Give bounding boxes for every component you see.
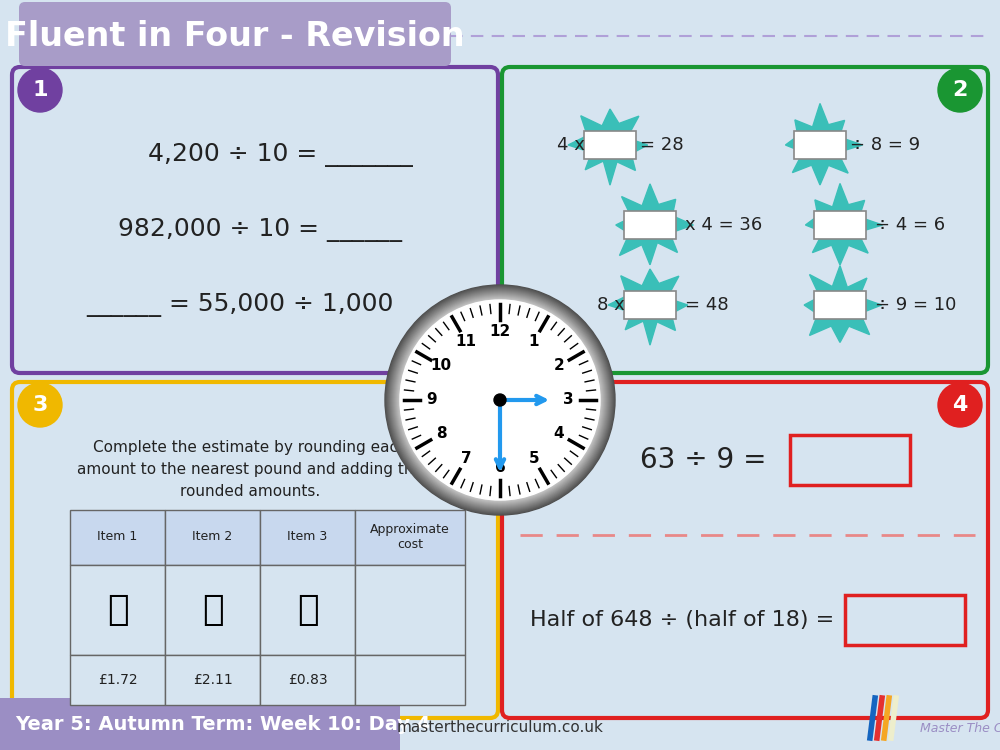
- Text: = 48: = 48: [685, 296, 729, 314]
- Bar: [814, 291, 866, 319]
- Text: 4: 4: [952, 395, 968, 415]
- Circle shape: [393, 293, 607, 507]
- Bar: [584, 131, 636, 159]
- Text: 982,000 ÷ 10 = ______: 982,000 ÷ 10 = ______: [118, 218, 402, 242]
- Text: 6: 6: [495, 460, 505, 476]
- Text: 63 ÷ 9 =: 63 ÷ 9 =: [640, 446, 767, 474]
- Polygon shape: [616, 184, 693, 265]
- Circle shape: [938, 68, 982, 112]
- Text: x 4 = 36: x 4 = 36: [685, 216, 762, 234]
- Text: Item 3: Item 3: [287, 530, 328, 544]
- Text: Half of 648 ÷ (half of 18) =: Half of 648 ÷ (half of 18) =: [530, 610, 834, 630]
- Text: 3: 3: [563, 392, 573, 407]
- Text: = 28: = 28: [640, 136, 684, 154]
- Text: 🥐: 🥐: [297, 593, 318, 627]
- Text: 11: 11: [456, 334, 477, 349]
- Circle shape: [394, 294, 606, 506]
- FancyBboxPatch shape: [12, 382, 498, 718]
- FancyBboxPatch shape: [502, 67, 988, 373]
- Text: ÷ 9 = 10: ÷ 9 = 10: [875, 296, 956, 314]
- Text: masterthecurriculum.co.uk: masterthecurriculum.co.uk: [397, 721, 603, 736]
- Bar: [355, 565, 465, 655]
- Circle shape: [494, 394, 506, 406]
- Bar: [624, 211, 676, 239]
- Text: Approximate
cost: Approximate cost: [370, 523, 450, 551]
- Circle shape: [18, 68, 62, 112]
- Polygon shape: [568, 109, 648, 185]
- Circle shape: [397, 297, 603, 503]
- Bar: [165, 565, 260, 655]
- FancyBboxPatch shape: [12, 67, 498, 373]
- Text: 9: 9: [427, 392, 437, 407]
- Text: ÷ 8 = 9: ÷ 8 = 9: [850, 136, 920, 154]
- Bar: [70, 655, 165, 705]
- Text: Year 5: Autumn Term: Week 10: Day 4: Year 5: Autumn Term: Week 10: Day 4: [15, 715, 430, 734]
- Circle shape: [399, 299, 601, 501]
- Text: Item 1: Item 1: [97, 530, 138, 544]
- Text: 5: 5: [529, 452, 539, 466]
- Circle shape: [389, 289, 611, 511]
- Polygon shape: [608, 269, 688, 345]
- Circle shape: [388, 288, 612, 512]
- Text: 1: 1: [32, 80, 48, 100]
- Polygon shape: [804, 266, 882, 343]
- Circle shape: [398, 298, 602, 502]
- Text: 10: 10: [431, 358, 452, 374]
- Circle shape: [390, 290, 610, 510]
- Bar: [260, 565, 355, 655]
- Text: Item 2: Item 2: [192, 530, 233, 544]
- Bar: [165, 655, 260, 705]
- Polygon shape: [805, 184, 883, 265]
- Bar: [794, 131, 846, 159]
- Circle shape: [396, 296, 604, 504]
- Circle shape: [400, 300, 600, 500]
- Text: Complete the estimate by rounding each
amount to the nearest pound and adding th: Complete the estimate by rounding each a…: [77, 440, 423, 500]
- Circle shape: [386, 286, 614, 514]
- Bar: [0, 698, 400, 750]
- Text: 4 x: 4 x: [557, 136, 585, 154]
- Circle shape: [391, 291, 609, 509]
- Circle shape: [938, 383, 982, 427]
- Circle shape: [387, 287, 613, 513]
- Text: 2: 2: [952, 80, 968, 100]
- Text: 3: 3: [32, 395, 48, 415]
- Text: 🍟: 🍟: [107, 593, 128, 627]
- Text: £1.72: £1.72: [98, 673, 137, 687]
- Text: £2.11: £2.11: [193, 673, 232, 687]
- Bar: [814, 211, 866, 239]
- Bar: [70, 510, 165, 565]
- Circle shape: [392, 292, 608, 508]
- Text: 7: 7: [461, 452, 471, 466]
- Text: Master The Curriculum: Master The Curriculum: [920, 722, 1000, 734]
- Circle shape: [18, 383, 62, 427]
- Text: 4,200 ÷ 10 = _______: 4,200 ÷ 10 = _______: [148, 143, 412, 167]
- Bar: [790, 435, 910, 485]
- Bar: [70, 565, 165, 655]
- Text: £0.83: £0.83: [288, 673, 327, 687]
- Circle shape: [400, 300, 600, 500]
- Bar: [845, 595, 965, 645]
- Text: ______ = 55,000 ÷ 1,000: ______ = 55,000 ÷ 1,000: [86, 293, 394, 317]
- Text: 2: 2: [554, 358, 564, 374]
- FancyBboxPatch shape: [502, 382, 988, 718]
- Text: Fluent in Four - Revision: Fluent in Four - Revision: [5, 20, 465, 53]
- Text: 8 x: 8 x: [597, 296, 625, 314]
- Circle shape: [395, 295, 605, 505]
- Text: ÷ 4 = 6: ÷ 4 = 6: [875, 216, 945, 234]
- FancyBboxPatch shape: [19, 2, 451, 66]
- Text: 4: 4: [554, 427, 564, 442]
- Text: 12: 12: [489, 325, 511, 340]
- Bar: [355, 510, 465, 565]
- Bar: [260, 655, 355, 705]
- Bar: [624, 291, 676, 319]
- Text: 8: 8: [436, 427, 446, 442]
- Bar: [260, 510, 355, 565]
- Text: 1: 1: [529, 334, 539, 349]
- Circle shape: [385, 285, 615, 515]
- Bar: [165, 510, 260, 565]
- Text: 🍿: 🍿: [202, 593, 223, 627]
- Polygon shape: [785, 104, 863, 185]
- Bar: [355, 655, 465, 705]
